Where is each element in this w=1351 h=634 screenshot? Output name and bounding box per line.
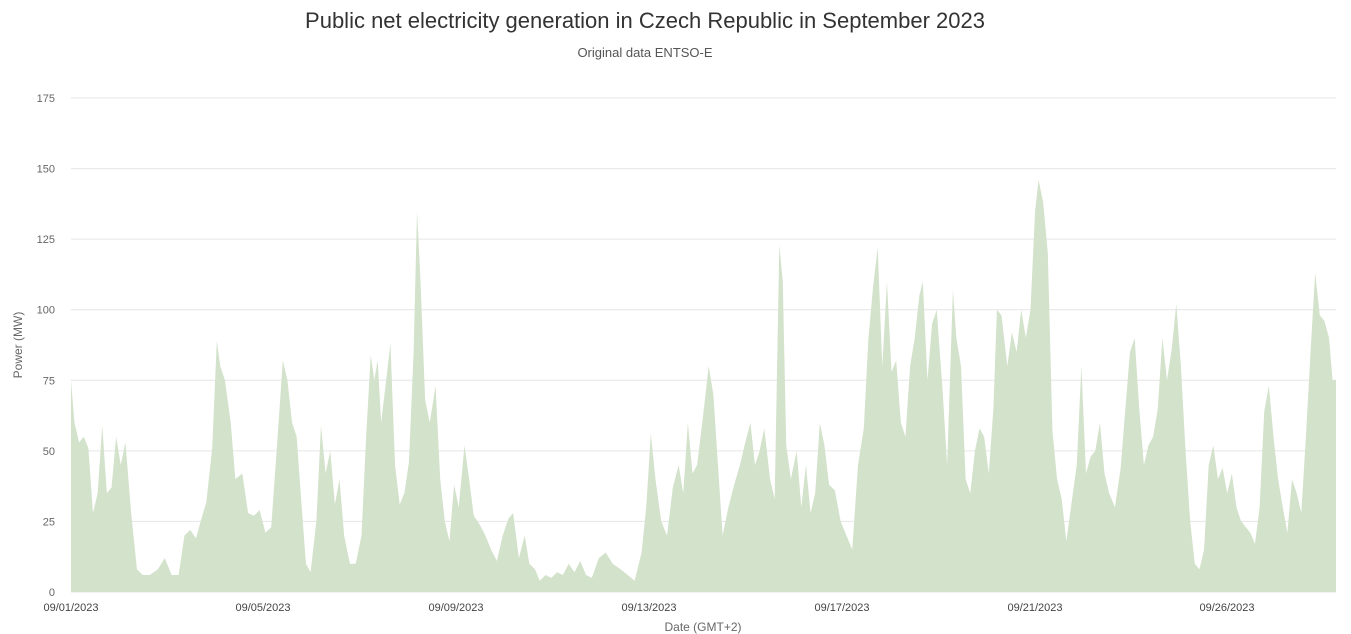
y-tick-label-75: 75: [43, 375, 55, 387]
x-ticks: 09/01/2023 09/05/2023 09/09/2023 09/13/2023…: [43, 602, 1254, 614]
y-tick-label-175: 175: [37, 93, 55, 105]
area-series-fill: [71, 179, 1336, 593]
area-series: [71, 179, 1336, 593]
y-tick-label-50: 50: [43, 446, 55, 458]
x-tick-label-1: 09/05/2023: [235, 602, 290, 614]
x-tick-label-2: 09/09/2023: [428, 602, 483, 614]
y-tick-label-25: 25: [43, 516, 55, 528]
x-tick-label-3: 09/13/2023: [621, 602, 676, 614]
y-ticks: 0 25 50 75 100 125 150 175: [37, 93, 55, 599]
y-tick-label-0: 0: [49, 587, 55, 599]
x-tick-label-4: 09/17/2023: [814, 602, 869, 614]
x-axis-label: Date (GMT+2): [664, 620, 742, 634]
x-tick-label-6: 09/26/2023: [1199, 602, 1254, 614]
x-tick-label-0: 09/01/2023: [43, 602, 98, 614]
y-tick-label-125: 125: [37, 234, 55, 246]
x-tick-label-5: 09/21/2023: [1007, 602, 1062, 614]
y-tick-label-100: 100: [37, 305, 55, 317]
chart-title: Public net electricity generation in Cze…: [305, 8, 985, 33]
y-tick-label-150: 150: [37, 164, 55, 176]
chart-subtitle: Original data ENTSO-E: [577, 45, 713, 60]
